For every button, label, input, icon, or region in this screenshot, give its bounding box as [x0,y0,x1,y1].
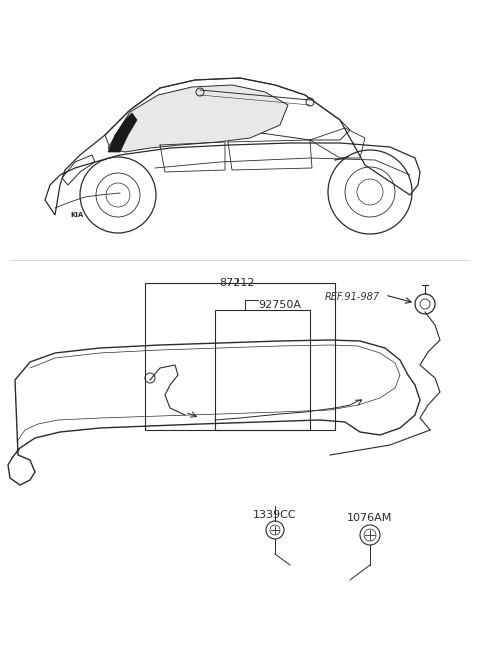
Text: 1339CC: 1339CC [253,510,297,520]
Text: 87212: 87212 [219,278,255,288]
Text: REF.91-987: REF.91-987 [325,292,380,302]
Bar [215,310,310,430]
Polygon shape [108,113,137,152]
Polygon shape [108,85,288,152]
Text: 92750A: 92750A [258,300,301,310]
Text: KIA: KIA [71,212,84,218]
Text: 1076AM: 1076AM [348,513,393,523]
Bar [145,283,335,430]
